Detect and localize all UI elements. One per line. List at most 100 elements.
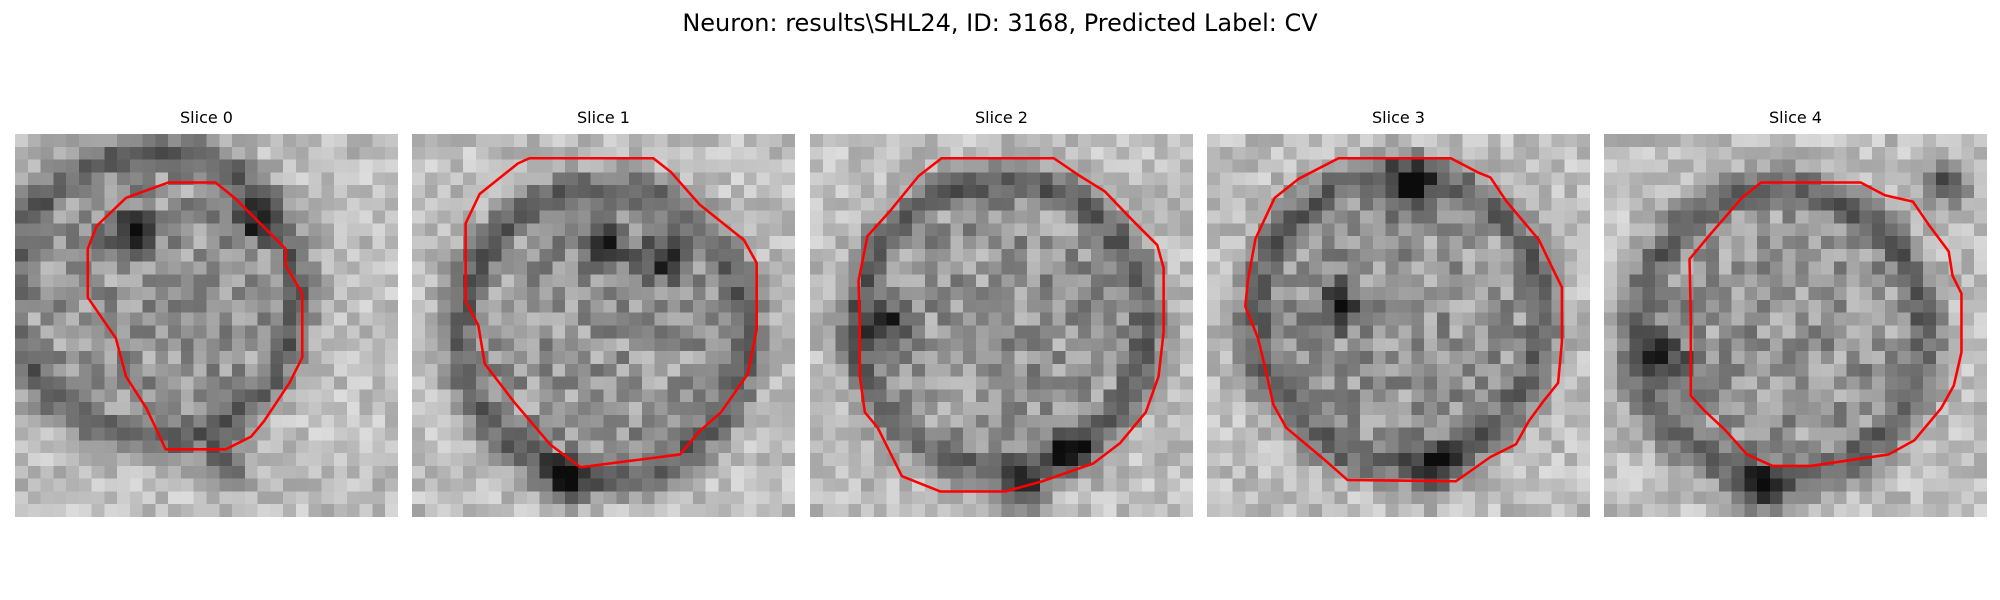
image-pixel (1680, 261, 1694, 275)
image-pixel (15, 236, 29, 250)
image-pixel (552, 402, 566, 416)
image-pixel (424, 338, 438, 352)
image-pixel (861, 376, 875, 390)
image-pixel (1436, 312, 1450, 326)
image-pixel (1731, 261, 1745, 275)
image-pixel (835, 338, 849, 352)
image-pixel (822, 146, 836, 160)
image-pixel (1872, 351, 1886, 365)
image-pixel (450, 427, 464, 441)
image-pixel (1207, 210, 1221, 224)
image-pixel (180, 197, 194, 211)
image-pixel (308, 363, 322, 377)
image-pixel (718, 363, 732, 377)
image-pixel (667, 376, 681, 390)
image-pixel (168, 453, 182, 467)
image-pixel (295, 453, 309, 467)
image-pixel (654, 261, 668, 275)
image-pixel (1232, 465, 1246, 479)
image-pixel (450, 172, 464, 186)
image-pixel (1821, 491, 1835, 505)
image-pixel (155, 427, 169, 441)
image-pixel (680, 351, 694, 365)
image-pixel (1219, 453, 1233, 467)
image-pixel (385, 159, 398, 173)
image-pixel (756, 236, 770, 250)
image-pixel (692, 414, 706, 428)
image-pixel (1513, 389, 1527, 403)
image-pixel (1642, 274, 1656, 288)
image-pixel (1974, 389, 1987, 403)
image-pixel (1411, 389, 1425, 403)
image-pixel (1642, 197, 1656, 211)
image-pixel (346, 223, 360, 237)
image-pixel (1321, 376, 1335, 390)
image-pixel (539, 478, 553, 492)
image-pixel (40, 236, 54, 250)
image-pixel (810, 197, 824, 211)
image-pixel (15, 325, 29, 339)
image-pixel (705, 197, 719, 211)
image-pixel (1154, 287, 1168, 301)
image-pixel (577, 146, 591, 160)
image-pixel (924, 287, 938, 301)
image-pixel (1360, 185, 1374, 199)
image-pixel (1487, 351, 1501, 365)
image-pixel (1116, 146, 1130, 160)
image-pixel (321, 261, 335, 275)
image-pixel (1718, 261, 1732, 275)
image-pixel (1232, 261, 1246, 275)
image-pixel (1207, 299, 1221, 313)
image-pixel (193, 478, 207, 492)
image-pixel (270, 185, 284, 199)
image-pixel (1538, 312, 1552, 326)
image-pixel (1655, 389, 1669, 403)
image-pixel (1167, 338, 1181, 352)
image-pixel (552, 491, 566, 505)
image-pixel (283, 465, 297, 479)
image-pixel (91, 363, 105, 377)
image-pixel (1500, 223, 1514, 237)
image-pixel (193, 351, 207, 365)
image-pixel (950, 427, 964, 441)
image-pixel (1167, 223, 1181, 237)
image-pixel (1424, 440, 1438, 454)
image-pixel (1706, 402, 1720, 416)
image-pixel (40, 146, 54, 160)
image-pixel (1718, 287, 1732, 301)
image-pixel (1693, 172, 1707, 186)
image-pixel (450, 236, 464, 250)
image-pixel (861, 491, 875, 505)
image-pixel (1258, 134, 1272, 148)
image-pixel (590, 172, 604, 186)
image-pixel (1782, 453, 1796, 467)
image-pixel (283, 223, 297, 237)
image-pixel (321, 185, 335, 199)
image-pixel (514, 389, 528, 403)
image-pixel (321, 146, 335, 160)
image-pixel (321, 440, 335, 454)
image-pixel (1385, 440, 1399, 454)
image-pixel (1744, 146, 1758, 160)
image-pixel (180, 351, 194, 365)
image-pixel (359, 236, 373, 250)
image-pixel (385, 274, 398, 288)
image-pixel (40, 185, 54, 199)
image-pixel (1526, 376, 1540, 390)
image-pixel (1655, 351, 1669, 365)
image-pixel (1897, 223, 1911, 237)
image-pixel (1948, 465, 1962, 479)
image-pixel (1642, 299, 1656, 313)
image-pixel (1411, 172, 1425, 186)
image-pixel (899, 440, 913, 454)
image-pixel (1577, 402, 1590, 416)
image-pixel (244, 376, 258, 390)
image-pixel (810, 402, 824, 416)
image-pixel (899, 478, 913, 492)
image-pixel (1769, 440, 1783, 454)
image-pixel (1372, 402, 1386, 416)
image-pixel (1974, 504, 1987, 517)
image-pixel (1207, 185, 1221, 199)
image-pixel (756, 185, 770, 199)
image-pixel (692, 261, 706, 275)
